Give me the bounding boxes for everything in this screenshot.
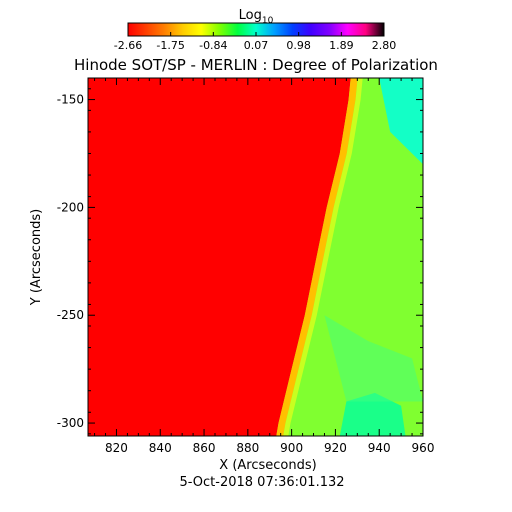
colorbar-title: Log10: [239, 8, 274, 26]
x-tick-label: 820: [105, 441, 128, 455]
x-tick-label: 860: [193, 441, 216, 455]
colorbar-tick-label: -1.75: [156, 39, 184, 52]
colorbar-tick-label: 2.80: [372, 39, 397, 52]
x-tick-label: 920: [324, 441, 347, 455]
y-tick-label: -150: [57, 93, 84, 107]
y-tick-label: -300: [57, 416, 84, 430]
colorbar-title-subscript: 10: [262, 16, 274, 26]
x-axis-label: X (Arcseconds): [219, 458, 316, 473]
limb-edge-band: [276, 78, 358, 436]
colorbar-tick-label: 0.07: [244, 39, 269, 52]
colorbar-tick-label: 1.89: [329, 39, 354, 52]
heatmap-regions: [276, 78, 423, 436]
y-tick-label: -200: [57, 200, 84, 214]
y-axis-label: Y (Arcseconds): [29, 209, 44, 306]
colorbar-ticks: -2.66 -1.75 -0.84 0.07 0.98 1.89 2.80: [114, 32, 396, 52]
off-limb-high-patch: [339, 392, 406, 436]
x-tick-label: 940: [368, 441, 391, 455]
y-tick-label: -250: [57, 308, 84, 322]
heatmap-plot: [88, 78, 423, 436]
plot-frame: [87, 77, 424, 437]
off-limb-high-patch: [379, 78, 423, 165]
colorbar-tick-label: -2.66: [114, 39, 142, 52]
y-axis: -150 -200 -250 -300: [57, 88, 423, 435]
colorbar-tick-label: 0.98: [286, 39, 311, 52]
x-tick-label: 840: [149, 441, 172, 455]
limb-transition-band: [283, 78, 363, 436]
x-axis: 820 840 860 880 900 920 940 960: [94, 78, 435, 455]
colorbar: Log10 -2.66 -1.75 -0.84 0.07 0.98 1.89 2.80: [114, 8, 396, 52]
off-limb-region: [276, 78, 423, 436]
x-tick-label: 900: [280, 441, 303, 455]
x-tick-label: 880: [236, 441, 259, 455]
colorbar-tick-label: -0.84: [199, 39, 227, 52]
x-tick-label: 960: [412, 441, 435, 455]
chart-title: Hinode SOT/SP - MERLIN : Degree of Polar…: [74, 56, 438, 74]
timestamp: 5-Oct-2018 07:36:01.132: [179, 475, 344, 490]
off-limb-mid-patch: [324, 315, 423, 402]
